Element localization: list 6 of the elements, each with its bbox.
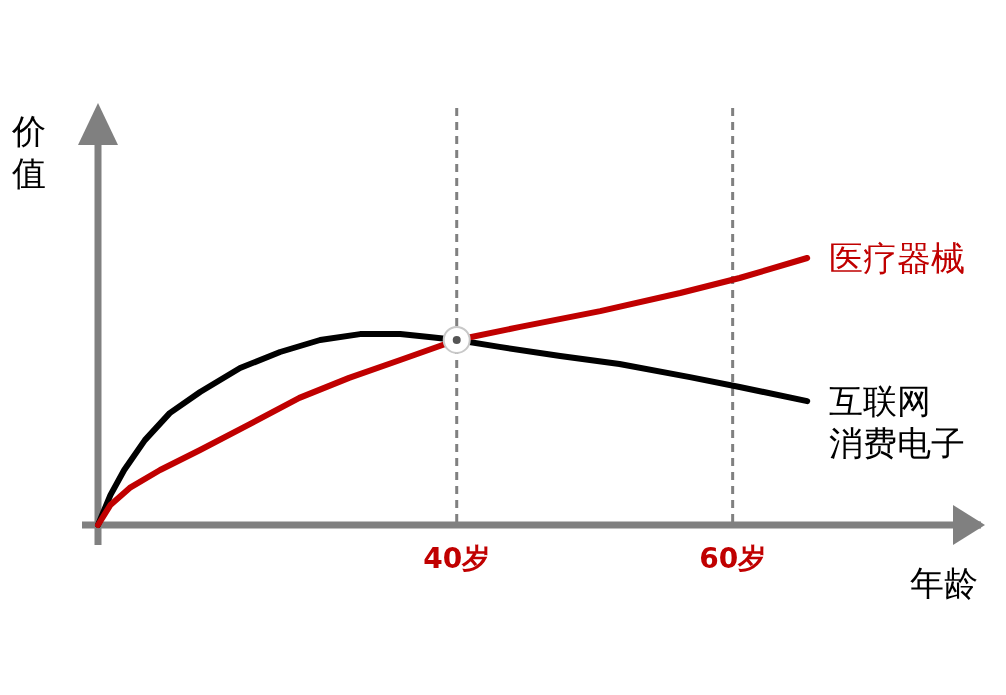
x-axis-title: 年龄 xyxy=(910,562,978,604)
series-label: 互联网消费电子 xyxy=(829,380,966,465)
series-label: 医疗器械 xyxy=(829,237,966,279)
y-axis-title: 价值 xyxy=(12,110,47,194)
x-tick-label: 60岁 xyxy=(699,542,767,575)
x-tick-label: 40岁 xyxy=(423,542,491,575)
